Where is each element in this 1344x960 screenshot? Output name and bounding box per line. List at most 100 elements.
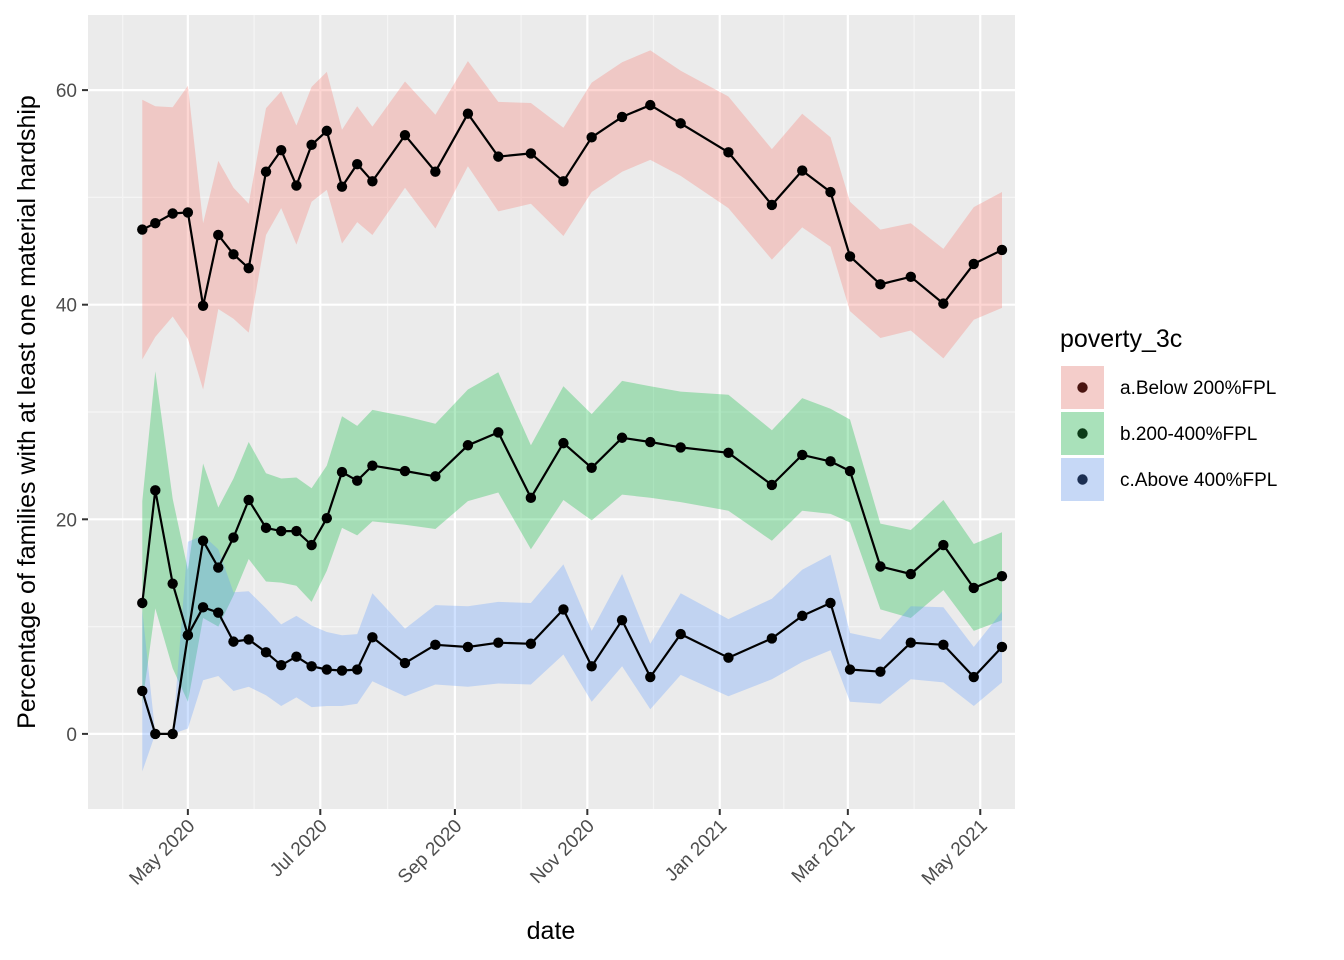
data-point bbox=[558, 437, 569, 449]
legend: poverty_3c a.Below 200%FPL b.200-400%FPL c… bbox=[1060, 325, 1277, 501]
data-point bbox=[766, 633, 778, 644]
data-point bbox=[844, 251, 856, 262]
data-point bbox=[905, 271, 916, 283]
data-point bbox=[586, 661, 597, 672]
data-point bbox=[291, 651, 302, 662]
data-point bbox=[675, 118, 686, 129]
data-point bbox=[645, 99, 656, 111]
data-point bbox=[336, 466, 348, 478]
legend-key-point bbox=[1077, 382, 1088, 393]
confidence-band bbox=[142, 535, 1003, 772]
data-point bbox=[137, 224, 148, 235]
data-point bbox=[723, 147, 734, 158]
legend-title: poverty_3c bbox=[1060, 325, 1182, 353]
data-point bbox=[996, 570, 1008, 582]
data-point bbox=[243, 263, 254, 274]
data-point bbox=[336, 181, 348, 192]
y-axis-title: Percentage of families with at least one… bbox=[13, 95, 41, 729]
x-tick-label: May 2021 bbox=[918, 816, 992, 890]
data-point bbox=[182, 207, 194, 218]
x-tick-label: Nov 2020 bbox=[526, 816, 598, 888]
data-point bbox=[150, 728, 161, 740]
data-point bbox=[197, 300, 209, 311]
data-point bbox=[276, 144, 287, 156]
data-point bbox=[351, 475, 363, 486]
data-point bbox=[968, 582, 979, 594]
data-point bbox=[260, 166, 272, 177]
confidence-band bbox=[142, 50, 1003, 390]
data-point bbox=[825, 456, 836, 467]
series-points bbox=[137, 99, 1008, 740]
data-point bbox=[723, 652, 734, 663]
major-gridlines bbox=[88, 15, 1015, 809]
data-point bbox=[291, 525, 302, 537]
y-tick-label: 20 bbox=[56, 510, 77, 531]
data-point bbox=[645, 671, 656, 683]
data-point bbox=[723, 447, 734, 458]
data-point bbox=[558, 176, 569, 187]
data-point bbox=[228, 249, 239, 260]
y-tick-label: 40 bbox=[56, 296, 77, 317]
legend-label: b.200-400%FPL bbox=[1120, 424, 1257, 445]
data-point bbox=[336, 665, 348, 676]
data-point bbox=[276, 525, 287, 537]
data-point bbox=[399, 657, 411, 669]
data-point bbox=[399, 465, 411, 477]
x-axis-title: date bbox=[527, 917, 576, 945]
data-point bbox=[996, 641, 1008, 653]
data-point bbox=[968, 258, 979, 270]
data-point bbox=[306, 139, 317, 151]
data-point bbox=[616, 111, 628, 123]
data-point bbox=[525, 638, 537, 649]
data-point bbox=[291, 180, 302, 191]
data-point bbox=[462, 641, 474, 653]
data-point bbox=[938, 539, 949, 551]
data-point bbox=[875, 666, 886, 677]
data-point bbox=[321, 664, 333, 675]
data-point bbox=[558, 604, 569, 615]
data-point bbox=[351, 664, 363, 675]
data-point bbox=[430, 471, 441, 482]
data-point bbox=[399, 129, 411, 141]
data-point bbox=[197, 602, 209, 613]
data-point bbox=[875, 279, 886, 290]
data-point bbox=[797, 165, 808, 176]
data-point bbox=[525, 148, 537, 159]
legend-keys: a.Below 200%FPL b.200-400%FPL c.Above 400%… bbox=[1061, 366, 1277, 501]
x-tick-label: Sep 2020 bbox=[394, 816, 466, 888]
data-point bbox=[137, 685, 148, 697]
data-point bbox=[996, 244, 1008, 256]
data-point bbox=[150, 217, 161, 229]
data-point bbox=[260, 522, 272, 534]
x-tick-label: May 2020 bbox=[126, 816, 200, 890]
data-point bbox=[493, 427, 504, 438]
data-point bbox=[367, 632, 378, 643]
data-point bbox=[213, 607, 224, 618]
legend-label: c.Above 400%FPL bbox=[1120, 470, 1277, 491]
data-point bbox=[844, 465, 856, 477]
data-point bbox=[462, 108, 474, 119]
x-tick-label: Mar 2021 bbox=[788, 816, 860, 888]
x-tick-label: Jul 2020 bbox=[266, 816, 332, 882]
data-point bbox=[462, 440, 474, 451]
data-point bbox=[825, 186, 836, 198]
data-point bbox=[167, 578, 178, 589]
data-point bbox=[675, 628, 686, 640]
x-tick-label: Jan 2021 bbox=[661, 816, 731, 886]
data-point bbox=[766, 199, 778, 211]
data-point bbox=[243, 634, 254, 645]
data-point bbox=[306, 539, 317, 551]
data-point bbox=[182, 629, 194, 641]
data-point bbox=[150, 485, 161, 496]
data-point bbox=[905, 568, 916, 580]
data-point bbox=[430, 639, 441, 651]
minor-gridlines bbox=[88, 15, 1015, 809]
y-tick-label: 0 bbox=[66, 725, 77, 746]
data-point bbox=[228, 532, 239, 543]
data-point bbox=[367, 176, 378, 187]
y-axis: 0 20 40 60 bbox=[56, 81, 88, 746]
data-point bbox=[938, 639, 949, 651]
legend-key-point bbox=[1077, 428, 1088, 439]
data-point bbox=[228, 636, 239, 647]
